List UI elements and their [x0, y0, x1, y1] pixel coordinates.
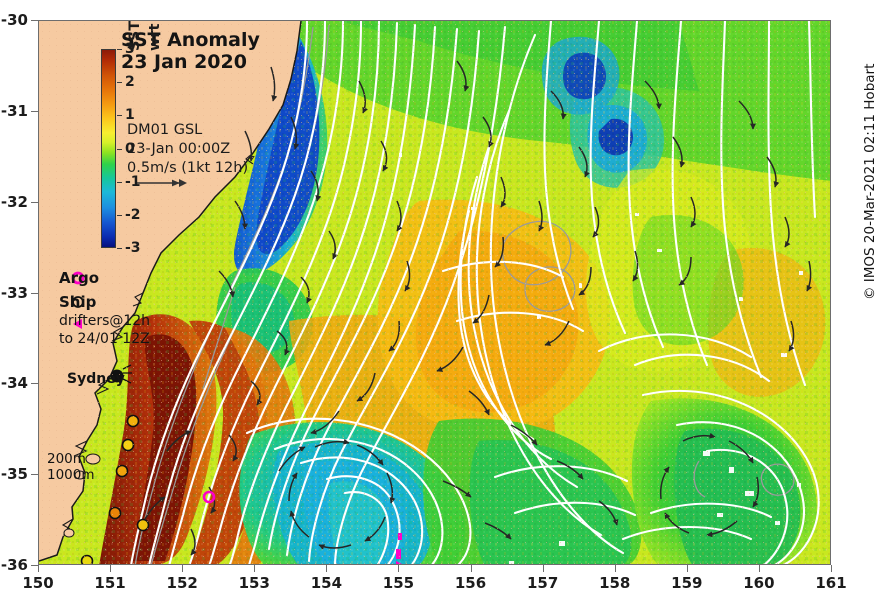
y-tick-label: -36: [0, 556, 28, 574]
y-tick-label: -30: [0, 11, 28, 29]
x-tick: [398, 565, 400, 572]
y-tick-label: -35: [0, 465, 28, 484]
argo-legend-label: Argo: [59, 269, 100, 287]
drifter-legend-line2: to 24/01 12Z: [59, 331, 150, 347]
model-annotation: DM01 GSL 23-Jan 00:00Z 0.5m/s (1kt 12h): [127, 122, 249, 177]
x-tick-label: 158: [599, 574, 631, 592]
y-tick: [31, 474, 38, 476]
y-tick: [31, 383, 38, 385]
colorbar-tick-label: -2: [125, 206, 141, 223]
y-tick: [31, 565, 38, 566]
colorbar-tick: [117, 115, 122, 117]
page-title: SST Anomaly 23 Jan 2020: [121, 29, 260, 74]
x-tick: [686, 565, 688, 572]
colorbar-title-line2: wrt 1992-2016 SSTAARS: [147, 21, 163, 51]
x-tick-label: 160: [743, 574, 775, 592]
x-tick-label: 156: [454, 574, 487, 592]
y-tick: [31, 20, 38, 21]
x-tick-label: 152: [166, 574, 198, 592]
argo-legend-icon: [71, 271, 85, 285]
colorbar-tick: [117, 148, 122, 150]
x-tick: [831, 565, 832, 572]
isobath-1000m-label: 1000m: [47, 467, 95, 483]
x-tick: [470, 565, 472, 572]
ship-legend-icon: [72, 296, 84, 308]
x-tick: [758, 565, 760, 572]
x-tick: [38, 565, 39, 572]
x-tick-label: 161: [815, 574, 847, 592]
colorbar-tick: [117, 82, 122, 84]
y-tick: [31, 292, 38, 294]
y-tick-label: -34: [0, 374, 28, 393]
x-tick-label: 154: [310, 574, 343, 592]
colorbar-tick: [117, 181, 122, 183]
sydney-label: Sydney: [67, 371, 125, 387]
colorbar-tick: [117, 49, 122, 50]
credit-text: © IMOS 20-Mar-2021 02:11 Hobart: [862, 63, 878, 300]
x-tick: [542, 565, 544, 572]
y-tick-label: -31: [0, 101, 28, 120]
colorbar-tick: [117, 248, 122, 249]
y-tick: [31, 110, 38, 112]
x-tick-label: 155: [382, 574, 415, 592]
colorbar-tick-label: 3: [125, 41, 135, 57]
y-tick-label: -33: [0, 283, 28, 302]
x-tick: [182, 565, 184, 572]
x-tick: [254, 565, 256, 572]
colorbar-tick-label: 1: [125, 107, 135, 124]
colorbar-tick-label: 2: [125, 74, 135, 91]
x-tick: [614, 565, 616, 572]
colorbar-tick: [117, 214, 122, 216]
x-tick-label: 151: [94, 574, 126, 592]
y-tick-label: -32: [0, 192, 28, 211]
colorbar: [101, 49, 116, 248]
isobath-200m-label: 200m: [47, 451, 86, 467]
x-tick: [326, 565, 328, 572]
x-tick: [110, 565, 112, 572]
colorbar-tick-label: -3: [125, 240, 141, 256]
colorbar-tick-label: -1: [125, 173, 141, 190]
colorbar-tick-label: 0: [125, 140, 135, 157]
vector-scale-arrow: [137, 179, 187, 187]
x-tick-label: 153: [238, 574, 270, 592]
map-plot-area[interactable]: SST Anomaly 23 Jan 2020 DM01 GSL 23-Jan …: [38, 20, 831, 565]
x-tick-label: 150: [22, 574, 54, 592]
y-tick: [31, 201, 38, 203]
x-tick-label: 159: [671, 574, 703, 592]
drifter-legend-line1: drifters@12h: [59, 313, 151, 329]
land-texture: [39, 21, 830, 564]
ship-legend-label: Ship: [59, 293, 97, 311]
drifter-legend-icon: [73, 319, 82, 329]
x-tick-label: 157: [526, 574, 559, 592]
